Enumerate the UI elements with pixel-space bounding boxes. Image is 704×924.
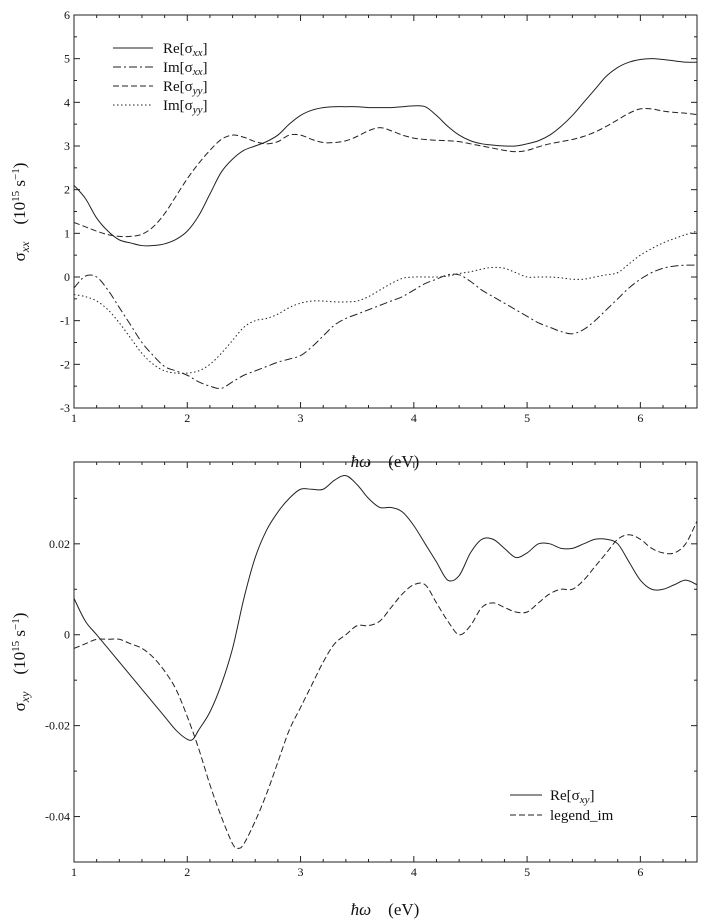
legend-label: Re[σxx] <box>163 41 208 59</box>
x-tick-label: 5 <box>524 411 530 425</box>
y-tick-label: 2 <box>64 183 70 197</box>
y-axis-label: σxy (1015 s−1) <box>10 613 32 712</box>
x-tick-label: 2 <box>184 865 190 879</box>
x-tick-label: 5 <box>524 865 530 879</box>
y-tick-label: 0 <box>64 628 70 642</box>
series-line-3 <box>74 107 697 238</box>
x-tick-label: 4 <box>411 865 417 879</box>
y-tick-label: 3 <box>64 139 70 153</box>
legend-label: Im[σxx] <box>163 60 208 78</box>
x-tick-label: 2 <box>184 411 190 425</box>
series-line-4 <box>74 230 697 374</box>
x-tick-label: 3 <box>298 411 304 425</box>
x-tick-label: 6 <box>637 411 643 425</box>
y-tick-label: -0.04 <box>45 810 70 824</box>
series-line-1 <box>74 58 697 247</box>
x-axis-label: ħω (eV) <box>351 900 420 919</box>
x-tick-label: 1 <box>71 411 77 425</box>
legend-label: legend_im <box>550 808 614 824</box>
legend: Re[σxx]Im[σxx]Re[σyy]Im[σyy] <box>113 41 208 116</box>
x-tick-label: 4 <box>411 411 417 425</box>
series-line-2 <box>74 264 697 390</box>
legend-label: Re[σyy] <box>163 79 208 97</box>
series-line-2 <box>74 520 697 849</box>
legend: Re[σxy] legend_im <box>510 788 614 824</box>
panel-2: 1 2 3 4 5 6 -0.04 -0.02 0 0.02 ħω (eV) σxy (1015 s−… <box>10 461 698 919</box>
y-tick-label: -1 <box>60 314 70 328</box>
plot-frame <box>73 461 698 863</box>
y-tick-label: -2 <box>60 357 70 371</box>
y-tick-label: 1 <box>64 226 70 240</box>
y-tick-label: 0 <box>64 270 70 284</box>
legend-label: Re[σxy] <box>550 788 595 806</box>
y-tick-label: 6 <box>64 8 70 22</box>
y-tick-label: 5 <box>64 52 70 66</box>
y-tick-label: -3 <box>60 401 70 415</box>
y-tick-label: -0.02 <box>45 719 70 733</box>
legend-label: Im[σyy] <box>163 98 208 116</box>
y-tick-label: 4 <box>64 95 70 109</box>
x-tick-label: 6 <box>637 865 643 879</box>
y-tick-label: 0.02 <box>49 537 70 551</box>
x-tick-label: 3 <box>298 865 304 879</box>
x-tick-label: 1 <box>71 865 77 879</box>
series-line-1 <box>74 475 697 741</box>
y-axis-label: σxx (1015 s−1) <box>10 163 32 262</box>
